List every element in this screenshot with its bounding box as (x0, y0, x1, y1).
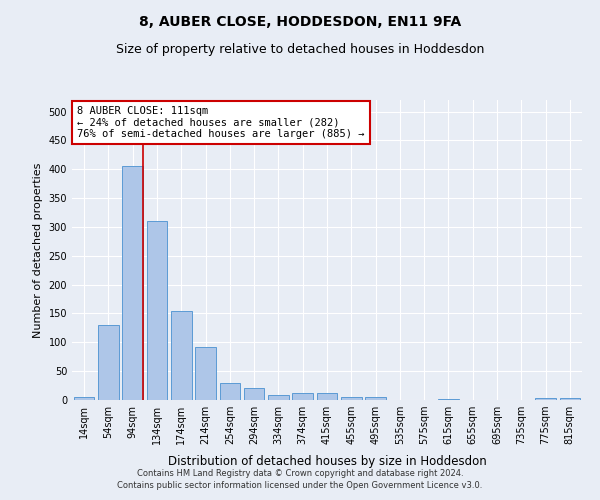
Bar (98, 325, 119, 400)
Bar (171, 310, 191, 400)
Bar (146, 221, 167, 400)
X-axis label: Distribution of detached houses by size in Hoddesdon: Distribution of detached houses by size … (167, 456, 487, 468)
Bar (268, 396, 289, 400)
Bar (292, 393, 313, 400)
Text: 8, AUBER CLOSE, HODDESDON, EN11 9FA: 8, AUBER CLOSE, HODDESDON, EN11 9FA (139, 15, 461, 29)
Bar (195, 347, 216, 400)
Text: Contains HM Land Registry data © Crown copyright and database right 2024.
Contai: Contains HM Land Registry data © Crown c… (118, 468, 482, 490)
Bar (365, 396, 386, 400)
Bar (74, 396, 94, 400)
Text: Size of property relative to detached houses in Hoddesdon: Size of property relative to detached ho… (116, 42, 484, 56)
Y-axis label: Number of detached properties: Number of detached properties (33, 162, 43, 338)
Bar (317, 393, 337, 400)
Bar (535, 398, 556, 400)
Bar (220, 382, 240, 400)
Bar (244, 388, 265, 400)
Bar (560, 398, 580, 400)
Bar (438, 399, 459, 400)
Bar (341, 396, 362, 400)
Text: 8 AUBER CLOSE: 111sqm
← 24% of detached houses are smaller (282)
76% of semi-det: 8 AUBER CLOSE: 111sqm ← 24% of detached … (77, 106, 365, 139)
Bar (122, 166, 143, 400)
